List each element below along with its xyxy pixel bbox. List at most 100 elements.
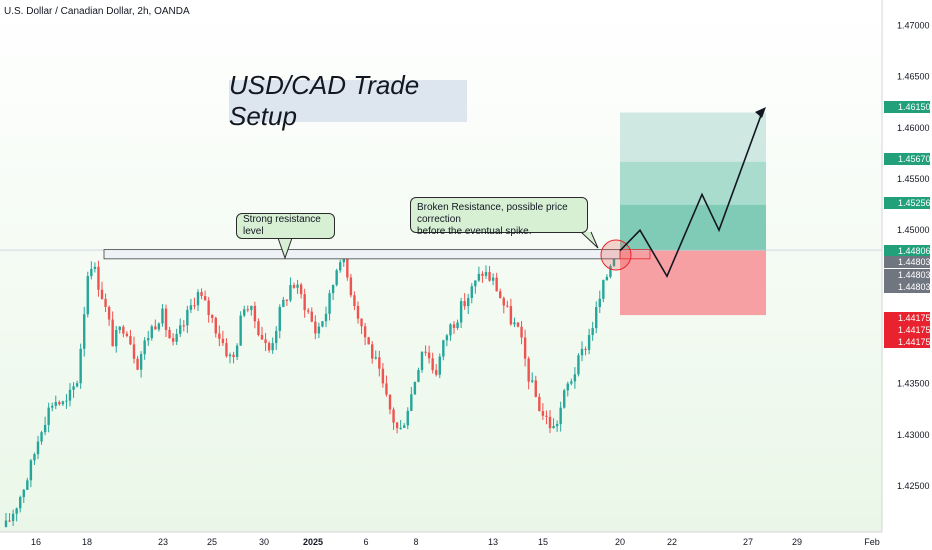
candle-body (346, 258, 349, 278)
candle-body (552, 426, 555, 429)
candle-body (612, 256, 616, 266)
candle-body (431, 358, 434, 371)
candle-body (516, 322, 520, 327)
candle-body (196, 292, 200, 306)
candle-body (595, 307, 598, 329)
candle-body (93, 266, 97, 269)
y-tick-label: 1.45000 (897, 225, 930, 235)
price-badge (884, 153, 930, 165)
candle-body (239, 315, 242, 346)
candle-body (179, 325, 182, 334)
candle-body (189, 305, 193, 310)
candle-body (481, 273, 484, 276)
candle-body (527, 358, 530, 382)
broken-callout-line2: before the eventual spike. (417, 226, 532, 237)
candle-body (139, 354, 143, 370)
candle-body (374, 357, 377, 359)
candle-body (502, 298, 505, 306)
setup-title-label: USD/CAD Trade Setup (229, 70, 467, 131)
candle-body (143, 340, 146, 355)
candle-body (523, 337, 527, 359)
candle-body (399, 427, 402, 429)
candle-body (573, 374, 577, 382)
price-badge (884, 336, 930, 348)
candle-body (381, 368, 385, 384)
candle-body (406, 410, 409, 426)
candle-body (310, 311, 313, 322)
candle-body (531, 380, 534, 382)
candle-body (292, 285, 296, 288)
y-tick-label: 1.43000 (897, 430, 930, 440)
candle-body (58, 402, 61, 405)
candle-body (250, 305, 253, 310)
candle-body (413, 381, 417, 395)
candle-body (388, 394, 392, 410)
candle-body (541, 411, 545, 416)
candle-body (150, 326, 153, 339)
candle-body (605, 276, 609, 281)
price-badge (884, 256, 930, 268)
price-badge-label: 1.44175 (898, 337, 931, 347)
candle-body (253, 305, 257, 322)
candle-body (86, 276, 89, 315)
candle-body (378, 357, 381, 369)
candle-body (538, 396, 541, 412)
price-badge (884, 312, 930, 324)
projection-arrowhead (755, 107, 766, 118)
target-zone-2 (620, 161, 766, 205)
candle-body (100, 289, 104, 299)
x-tick-label: 30 (259, 537, 269, 547)
y-tick-label: 1.45500 (897, 174, 930, 184)
candle-body (285, 299, 289, 301)
x-tick-label: 8 (413, 537, 418, 547)
candle-body (452, 324, 456, 328)
resistance-callout[interactable]: Strong resistance level (236, 213, 335, 239)
candle-body (264, 339, 267, 344)
candle-body (118, 326, 121, 330)
candle-body (324, 313, 328, 322)
candle-body (47, 407, 50, 425)
candle-body (513, 322, 516, 325)
x-tick-label: 25 (207, 537, 217, 547)
x-tick-label: 6 (363, 537, 368, 547)
candle-body (203, 296, 207, 301)
candle-body (403, 425, 406, 428)
candle-body (463, 301, 466, 307)
candle-body (395, 422, 399, 429)
candle-body (68, 389, 72, 401)
price-badge (884, 245, 930, 257)
symbol-title: U.S. Dollar / Canadian Dollar, 2h, OANDA (4, 6, 190, 17)
candle-body (129, 335, 132, 345)
candle-body (580, 348, 584, 356)
resistance-callout-text: Strong resistance level (243, 214, 321, 237)
candle-body (598, 298, 601, 308)
candle-body (235, 345, 239, 358)
candle-body (495, 277, 498, 292)
candle-body (314, 321, 317, 334)
candle-body (591, 328, 594, 336)
projection-path (619, 112, 763, 279)
candle-body (602, 280, 605, 299)
candle-body (577, 355, 580, 375)
candle-body (488, 272, 491, 281)
candle-body (33, 454, 36, 461)
candle-body (257, 321, 260, 335)
price-badge-label: 1.45256 (898, 198, 931, 208)
candle-body (392, 409, 395, 423)
x-tick-label: Feb (864, 537, 880, 547)
candle-body (491, 277, 495, 281)
candle-body (459, 301, 463, 323)
broken-resistance-callout[interactable]: Broken Resistance, possible price correc… (410, 197, 588, 237)
candle-body (506, 305, 509, 307)
candle-body (445, 335, 449, 341)
candle-body (474, 280, 477, 287)
candle-body (111, 319, 114, 347)
candle-body (420, 351, 424, 370)
candle-body (307, 310, 310, 312)
candle-body (363, 326, 367, 338)
candle-body (609, 265, 612, 277)
stop-loss-zone (620, 250, 766, 316)
candle-body (499, 291, 502, 299)
candle-body (584, 348, 587, 350)
